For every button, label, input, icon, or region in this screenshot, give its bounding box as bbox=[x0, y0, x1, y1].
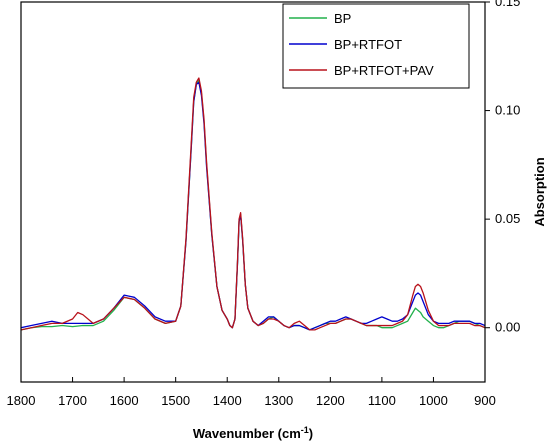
y-tick-label: 0.15 bbox=[495, 0, 520, 9]
legend: BP BP+RTFOT BP+RTFOT+PAV bbox=[282, 3, 470, 89]
x-tick-label: 1800 bbox=[7, 393, 36, 408]
y-axis: 0.00 0.05 0.10 0.15 bbox=[485, 0, 520, 335]
y-tick-label: 0.00 bbox=[495, 320, 520, 335]
x-tick-label: 1100 bbox=[368, 393, 396, 408]
x-tick-label: 1400 bbox=[213, 393, 242, 408]
y-tick-label: 0.05 bbox=[495, 211, 520, 226]
x-tick-label: 1000 bbox=[419, 393, 448, 408]
series-line-3 bbox=[21, 77, 485, 331]
series-line-2 bbox=[21, 81, 485, 331]
plot-frame bbox=[20, 1, 486, 383]
x-tick-label: 1600 bbox=[110, 393, 139, 408]
x-tick-label: 1200 bbox=[316, 393, 345, 408]
x-axis-title: Wavenumber (cm-1) bbox=[193, 425, 313, 441]
series-line-1 bbox=[21, 79, 485, 331]
x-tick-label: 1500 bbox=[161, 393, 190, 408]
series-layer bbox=[21, 77, 485, 331]
x-tick-label: 1300 bbox=[264, 393, 293, 408]
x-tick-label: 1700 bbox=[58, 393, 87, 408]
legend-label: BP bbox=[334, 11, 351, 26]
y-axis-title: Absorption bbox=[532, 157, 547, 226]
legend-label: BP+RTFOT+PAV bbox=[334, 63, 434, 78]
y-tick-label: 0.10 bbox=[495, 103, 520, 118]
x-tick-label: 900 bbox=[474, 393, 496, 408]
x-axis: 1800 1700 1600 1500 1400 1300 1200 1100 1000 900 bbox=[7, 377, 496, 408]
legend-label: BP+RTFOT bbox=[334, 37, 402, 52]
